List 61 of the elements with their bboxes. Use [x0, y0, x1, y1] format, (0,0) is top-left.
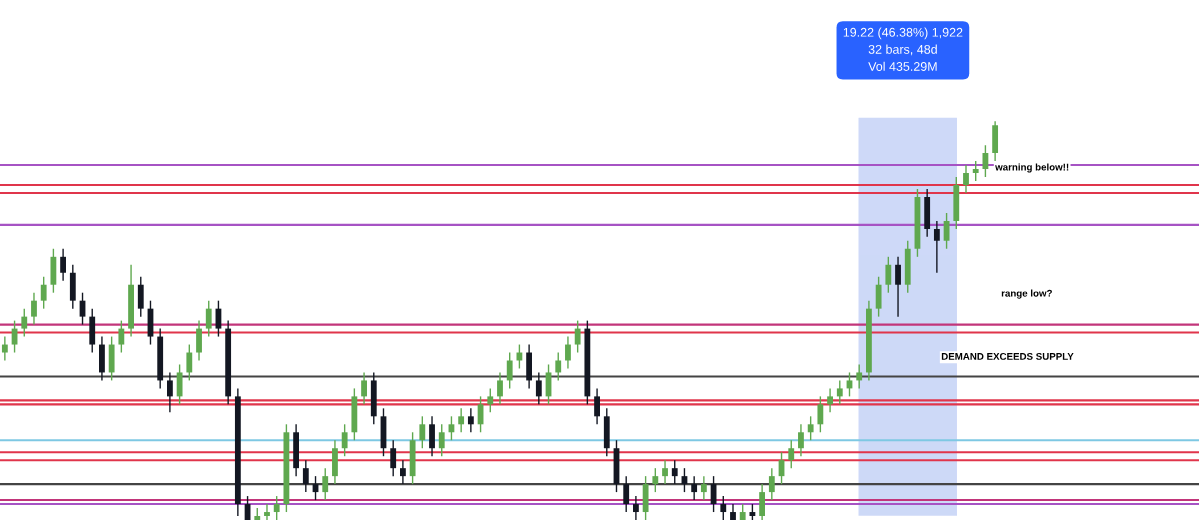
candlestick: [807, 415, 814, 441]
candlestick: [118, 319, 125, 354]
candlestick: [176, 363, 183, 406]
candlestick: [623, 475, 630, 513]
candlestick: [506, 351, 513, 390]
candlestick: [487, 387, 494, 414]
candlestick: [390, 439, 397, 477]
annotation: DEMAND EXCEEDS SUPPLY: [941, 352, 1074, 360]
candlestick: [429, 415, 435, 457]
candlestick: [166, 371, 173, 414]
candlestick: [31, 292, 37, 326]
candlestick: [535, 371, 542, 406]
candlestick: [759, 483, 766, 521]
candlestick: [322, 467, 329, 501]
candlestick: [933, 220, 940, 274]
candlestick: [438, 423, 445, 457]
candlestick: [574, 319, 581, 354]
candlestick: [963, 164, 969, 194]
candlestick: [40, 276, 47, 310]
candlestick: [632, 495, 639, 521]
candlestick: [691, 475, 698, 501]
candlestick: [341, 423, 348, 457]
candlestick: [768, 467, 775, 501]
candlestick: [516, 343, 523, 370]
candlestick: [205, 299, 212, 338]
candlestick: [788, 439, 795, 469]
candlestick: [419, 415, 426, 449]
candlestick: [798, 423, 804, 457]
candlestick: [652, 467, 659, 493]
candlestick: [565, 335, 571, 370]
candlestick: [186, 343, 193, 382]
candlestick: [817, 395, 824, 433]
candlestick: [273, 495, 280, 521]
candlestick: [827, 387, 833, 414]
candlestick: [875, 276, 882, 318]
candlestick: [458, 407, 465, 433]
candlestick: [885, 256, 892, 294]
candlestick: [467, 407, 474, 433]
candlestick: [594, 387, 600, 425]
candlestick: [720, 495, 727, 521]
annotation: warning below!!: [995, 163, 1069, 173]
candlestick: [399, 459, 406, 485]
candlestick: [895, 256, 901, 318]
candlestick: [1, 335, 8, 362]
candlestick: [60, 248, 67, 282]
candlestick: [555, 351, 562, 382]
candlestick: [361, 371, 367, 406]
candlestick: [196, 319, 202, 362]
candlestick: [700, 475, 707, 501]
candlestick: [21, 307, 28, 338]
text: range low?: [1001, 289, 1052, 299]
candlestick: [264, 503, 270, 521]
candlestick: [137, 276, 144, 318]
candlestick: [662, 459, 668, 485]
candlestick: [302, 459, 309, 493]
candlestick: [836, 379, 843, 406]
candlestick: [856, 363, 863, 390]
candlestick: [497, 371, 503, 406]
candlestick: [972, 160, 979, 182]
text: 19.22 (46.38%) 1,922 32 bars, 48d Vol 435.29M: [843, 27, 963, 71]
candlestick: [671, 459, 678, 485]
